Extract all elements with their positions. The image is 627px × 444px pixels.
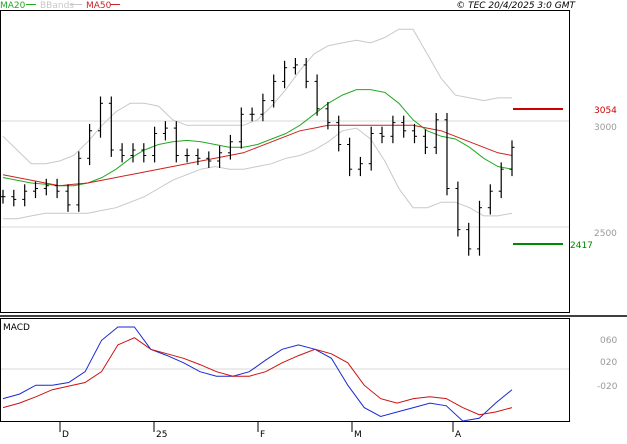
price-bar — [227, 134, 233, 160]
price-bar — [108, 96, 114, 157]
price-bar — [433, 113, 439, 155]
price-bar — [184, 148, 190, 163]
price-bar — [152, 126, 158, 163]
support-level-label: 2417 — [570, 241, 593, 251]
price-bar — [314, 74, 320, 116]
macd-tick-label: -020 — [597, 382, 618, 392]
legend-ma20: MA20 — [0, 1, 26, 11]
price-plot — [0, 28, 515, 256]
price-tick-label: 3000 — [594, 123, 617, 133]
price-bar — [141, 143, 147, 163]
price-bar — [325, 102, 331, 130]
macd-panel-frame — [0, 318, 570, 422]
price-bar — [206, 151, 212, 168]
macd-tick-label: 060 — [600, 336, 617, 346]
price-bar — [43, 178, 49, 196]
price-bar — [173, 121, 179, 163]
x-axis: D 25 F M A — [59, 421, 462, 440]
price-bar — [412, 123, 417, 144]
price-bar — [217, 145, 223, 168]
price-bar — [466, 222, 472, 256]
price-bar — [336, 115, 342, 152]
macd-line — [2, 326, 513, 422]
price-bar — [282, 60, 288, 89]
macd-plot — [2, 326, 513, 422]
price-bar — [119, 143, 125, 163]
price-bar — [509, 140, 515, 177]
price-bar — [195, 148, 201, 166]
copyright-text: © TEC 20/4/2025 3:0 GMT — [456, 1, 576, 11]
legend-bbands: BBands — [40, 1, 74, 11]
price-bar — [292, 58, 298, 75]
resistance-level-label: 3054 — [594, 106, 617, 116]
bband-lower-line — [3, 127, 513, 220]
price-panel-frame — [0, 10, 570, 313]
price-bar — [54, 178, 60, 199]
price-bar — [347, 137, 353, 177]
price-bar — [0, 189, 6, 204]
price-bar — [22, 184, 28, 207]
bband-upper-line — [2, 28, 512, 165]
price-bar — [477, 200, 482, 256]
price-bar — [422, 129, 428, 155]
price-bar — [87, 123, 93, 166]
x-tick-label: F — [260, 430, 265, 440]
price-bar — [162, 121, 168, 141]
price-bar — [271, 74, 277, 108]
price-bar — [238, 107, 244, 149]
price-bar — [260, 93, 266, 122]
ma50-line — [2, 124, 513, 187]
macd-title: MACD — [3, 323, 30, 333]
price-bar — [444, 113, 450, 196]
legend-ma50: MA50 — [86, 1, 112, 11]
price-bar — [487, 184, 493, 215]
price-bar — [130, 143, 136, 163]
price-bar — [65, 184, 71, 212]
x-tick-label: D — [62, 430, 69, 440]
price-tick-label: 2500 — [594, 229, 617, 239]
price-bar — [76, 151, 82, 212]
price-bar — [357, 156, 363, 177]
x-tick-label: A — [455, 430, 462, 440]
price-bar — [33, 181, 38, 199]
price-bar — [455, 181, 461, 237]
price-bar — [498, 162, 504, 199]
price-bar — [401, 115, 407, 138]
price-bar — [249, 107, 255, 122]
price-bar — [303, 58, 309, 89]
price-bar — [379, 126, 385, 144]
price-bar — [98, 96, 103, 138]
macd-signal-line — [2, 337, 513, 416]
price-bar — [368, 126, 374, 171]
price-bar — [11, 189, 17, 207]
macd-tick-label: 020 — [600, 358, 617, 368]
x-tick-label: 25 — [156, 430, 167, 440]
x-tick-label: M — [354, 430, 362, 440]
price-bar — [390, 115, 396, 144]
